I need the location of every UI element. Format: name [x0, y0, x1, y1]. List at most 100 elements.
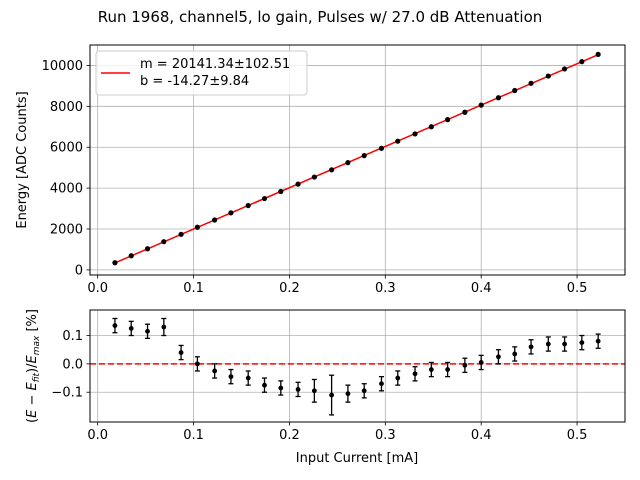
top-data-point	[261, 195, 268, 202]
top-data-point	[228, 210, 234, 216]
top-y-tick-label: 8000	[50, 100, 83, 115]
bottom-residual-point	[112, 323, 118, 328]
legend-box	[95, 50, 308, 96]
bottom-residual-point	[194, 361, 200, 367]
top-data-point	[528, 80, 534, 86]
top-x-tick-label: 0.4	[471, 281, 492, 296]
top-data-point	[194, 224, 200, 230]
top-data-point	[161, 239, 167, 245]
top-data-point	[112, 260, 118, 266]
top-x-ticks: 0.0 0.1 0.2 0.3 0.4 0.5	[87, 275, 587, 296]
bottom-x-tick-label: 0.5	[567, 428, 588, 443]
bottom-x-axis-label: Input Current [mA]	[296, 451, 418, 466]
bottom-x-tick-label: 0.4	[471, 428, 492, 443]
top-x-tick-label: 0.1	[183, 281, 204, 296]
bottom-y-ticks: −0.1 0.0 0.1	[51, 329, 90, 401]
legend: m = 20141.34±102.51 b = -14.27±9.84	[95, 50, 308, 96]
top-data-point	[329, 167, 335, 173]
top-data-point	[462, 109, 468, 115]
bottom-residual-point	[595, 338, 601, 344]
bottom-x-tick-label: 0.1	[183, 428, 204, 443]
bottom-residual-points	[112, 317, 601, 416]
bottom-residual-point	[295, 386, 301, 392]
bottom-residual-point	[212, 368, 218, 374]
bottom-x-tick-label: 0.2	[279, 428, 300, 443]
bottom-x-tick-label: 0.3	[375, 428, 396, 443]
bottom-residual-point	[178, 350, 184, 355]
bottom-residual-point	[161, 324, 167, 330]
top-data-point	[545, 73, 551, 79]
bottom-residual-point	[579, 340, 585, 346]
bottom-panel: 0.0 0.1 0.2 0.3 0.4 0.5 −0.1 0.0 0.1 Input Curr…	[25, 309, 626, 466]
bottom-residual-point	[478, 360, 484, 365]
bottom-residual-point	[262, 382, 267, 388]
bottom-axes-frame	[89, 309, 626, 423]
bottom-y-tick-label: −0.1	[51, 386, 83, 401]
top-y-tick-label: 10000	[42, 59, 83, 74]
top-data-point	[412, 131, 418, 137]
bottom-residual-point	[496, 354, 501, 360]
top-data-point	[378, 145, 385, 151]
top-panel: 0.0 0.1 0.2 0.3 0.4 0.5 0 2000 4000 6000 8000 1000…	[15, 44, 626, 296]
top-y-tick-label: 2000	[50, 223, 83, 238]
top-data-point	[428, 124, 434, 130]
bottom-grid	[90, 310, 625, 422]
top-data-point	[212, 217, 218, 223]
top-x-tick-label: 0.3	[375, 281, 396, 296]
top-data-point	[512, 87, 518, 94]
bottom-residual-point	[428, 367, 434, 372]
top-data-points	[112, 51, 601, 266]
bottom-x-ticks: 0.0 0.1 0.2 0.3 0.4 0.5	[87, 422, 587, 443]
top-data-point	[595, 51, 601, 58]
legend-fit-slope: m = 20141.34±102.51	[140, 57, 290, 72]
bottom-residual-point	[512, 351, 518, 357]
bottom-residual-point	[462, 362, 468, 368]
bottom-x-tick-label: 0.0	[87, 428, 108, 443]
bottom-residual-point	[528, 344, 534, 350]
top-data-point	[579, 59, 585, 65]
top-data-point	[178, 231, 184, 237]
bottom-residual-point	[562, 341, 567, 347]
bottom-residual-point	[395, 375, 401, 381]
top-y-tick-label: 4000	[50, 182, 83, 197]
top-y-axis-label: Energy [ADC Counts]	[15, 91, 30, 228]
top-y-tick-label: 0	[75, 263, 83, 278]
bottom-residual-point	[329, 392, 335, 398]
bottom-residual-point	[361, 388, 367, 394]
bottom-residual-point	[345, 391, 351, 397]
bottom-residual-point	[228, 374, 234, 380]
top-data-point	[278, 188, 284, 195]
bottom-residual-point	[278, 385, 284, 391]
top-y-ticks: 0 2000 4000 6000 8000 10000	[42, 59, 90, 278]
bottom-y-tick-label: 0.0	[62, 357, 83, 372]
bottom-residual-point	[245, 375, 251, 381]
top-data-point	[311, 174, 317, 180]
bottom-residual-point	[545, 341, 551, 347]
top-data-point	[144, 246, 151, 252]
top-x-tick-label: 0.2	[279, 281, 300, 296]
top-data-point	[445, 117, 451, 123]
top-axes-frame	[89, 44, 626, 276]
top-y-tick-label: 6000	[50, 141, 83, 156]
top-data-point	[395, 138, 401, 144]
bottom-y-axis-label: (E − Efit)/Emax [%]	[25, 309, 42, 423]
chart-title: Run 1968, channel5, lo gain, Pulses w/ 2…	[98, 8, 543, 26]
bottom-y-tick-label: 0.1	[62, 329, 83, 344]
top-data-point	[295, 181, 301, 187]
top-data-point	[245, 202, 251, 209]
top-data-point	[361, 153, 367, 159]
legend-fit-intercept: b = -14.27±9.84	[140, 74, 249, 89]
bottom-residual-point	[311, 388, 317, 394]
top-data-point	[128, 253, 134, 259]
bottom-residual-point	[379, 381, 384, 387]
bottom-residual-point	[145, 328, 150, 334]
top-data-point	[561, 66, 568, 72]
bottom-residual-point	[412, 371, 418, 377]
top-x-tick-label: 0.5	[567, 281, 588, 296]
top-data-point	[478, 102, 484, 108]
bottom-residual-point	[128, 326, 134, 331]
top-data-point	[495, 95, 502, 101]
top-data-point	[345, 160, 351, 166]
top-x-tick-label: 0.0	[87, 281, 108, 296]
